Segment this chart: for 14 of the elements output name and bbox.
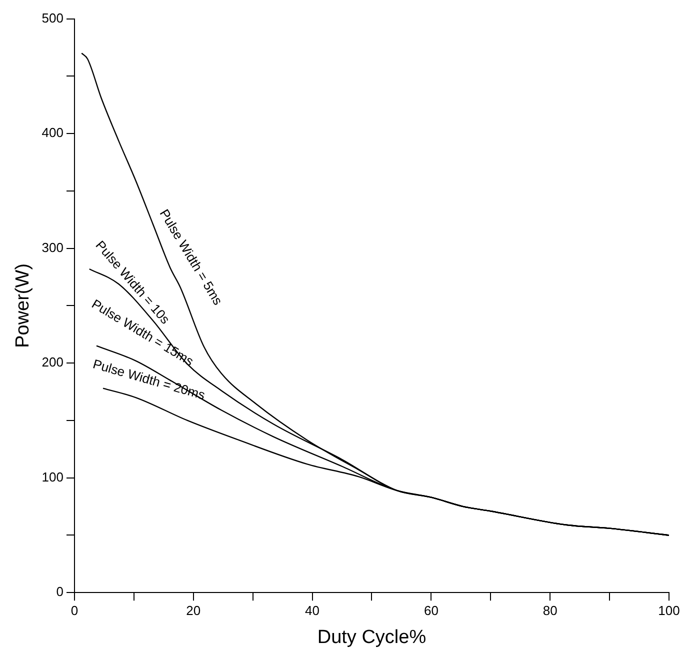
y-tick-label: 500: [42, 10, 64, 26]
y-tick-label: 200: [42, 354, 64, 370]
x-axis-title: Duty Cycle%: [317, 626, 426, 648]
y-axis-title: Power(W): [12, 263, 34, 348]
x-tick-label: 20: [186, 602, 201, 618]
x-tick-label: 40: [305, 602, 320, 618]
x-tick-label: 60: [424, 602, 438, 618]
x-tick-label: 0: [70, 602, 78, 618]
y-tick-label: 100: [42, 469, 64, 484]
x-tick-label: 80: [542, 602, 558, 618]
x-tick-label: 100: [658, 602, 680, 618]
y-tick-label: 400: [42, 125, 64, 140]
y-tick-label: 300: [42, 240, 64, 255]
y-tick-label: 0: [56, 584, 64, 600]
